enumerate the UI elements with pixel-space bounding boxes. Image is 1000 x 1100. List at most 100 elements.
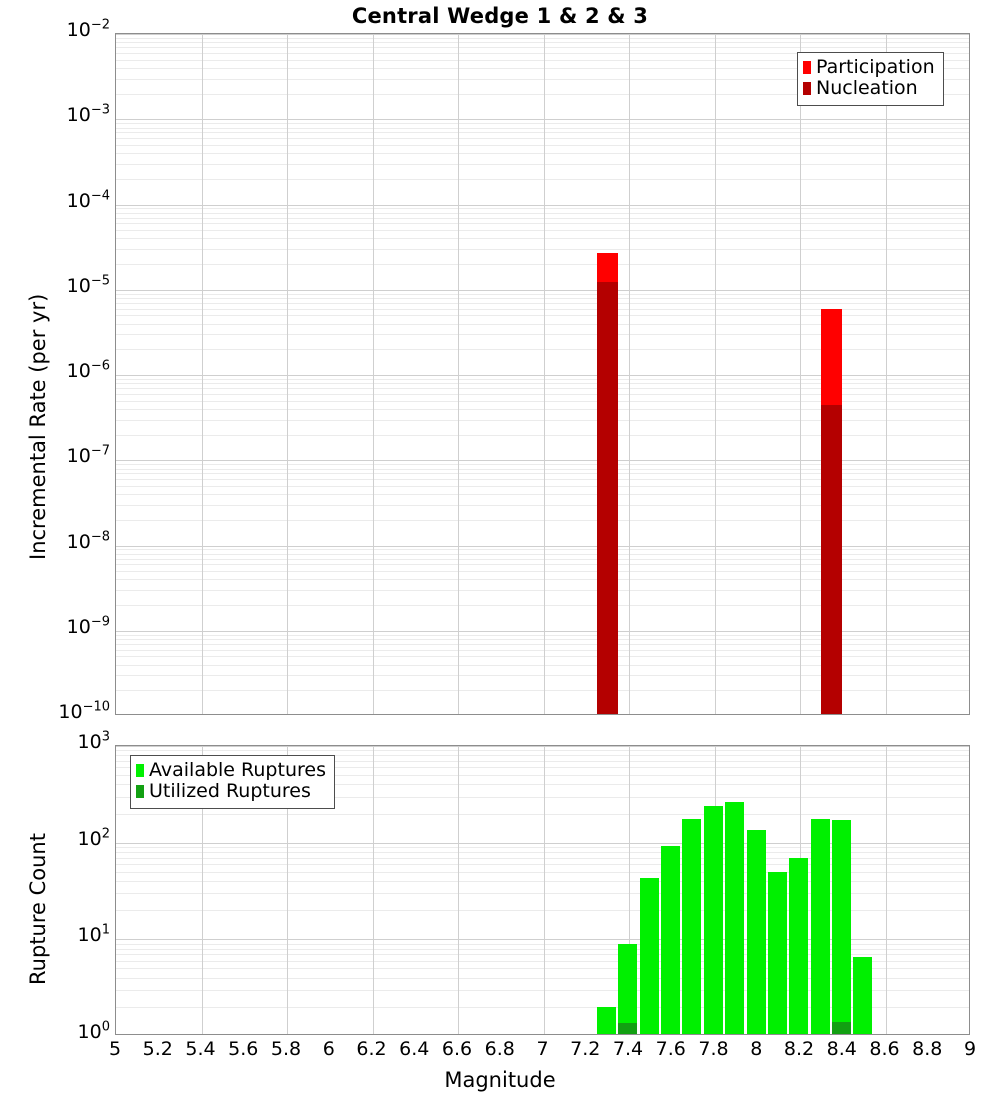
y-tick-label: 10−2	[67, 21, 110, 40]
legend-rupture-count: Available RupturesUtilized Ruptures	[130, 755, 335, 809]
rupture-count-bar	[832, 820, 851, 1034]
rupture-count-bar	[811, 819, 830, 1034]
x-tick-label: 6	[323, 1038, 335, 1060]
gridline-vertical	[458, 34, 459, 714]
y-tick-label: 101	[78, 926, 110, 945]
legend-label: Available Ruptures	[149, 760, 326, 781]
gridline-major	[116, 290, 969, 291]
gridline-minor	[116, 750, 969, 751]
legend-label: Nucleation	[816, 78, 918, 99]
nucleation-segment	[597, 282, 618, 714]
legend-incremental-rate-item: Nucleation	[803, 78, 935, 99]
gridline-minor	[116, 223, 969, 224]
x-tick-label: 8	[750, 1038, 762, 1060]
gridline-vertical	[373, 34, 374, 714]
rupture-count-bar	[789, 858, 808, 1034]
utilized-ruptures-segment	[832, 1022, 851, 1034]
gridline-minor	[116, 249, 969, 250]
gridline-minor	[116, 179, 969, 180]
gridline-minor	[116, 294, 969, 295]
gridline-vertical	[458, 746, 459, 1034]
rupture-count-bar	[682, 819, 701, 1034]
gridline-major	[116, 746, 969, 747]
x-tick-label: 8.4	[827, 1038, 857, 1060]
incremental-rate-plot-area	[116, 34, 969, 714]
x-tick-label: 8.2	[784, 1038, 814, 1060]
rupture-count-bar	[640, 878, 659, 1034]
gridline-vertical	[544, 746, 545, 1034]
y-axis-title-bottom: Rupture Count	[26, 833, 50, 985]
x-tick-label: 6.8	[485, 1038, 515, 1060]
legend-label: Utilized Ruptures	[149, 781, 311, 802]
gridline-major	[116, 205, 969, 206]
utilized-ruptures-segment	[618, 1023, 637, 1034]
legend-incremental-rate-item: Participation	[803, 57, 935, 78]
gridline-minor	[116, 123, 969, 124]
gridline-minor	[116, 164, 969, 165]
gridline-minor	[116, 42, 969, 43]
gridline-minor	[116, 145, 969, 146]
gridline-vertical	[886, 746, 887, 1034]
legend-swatch-icon	[136, 785, 144, 798]
gridline-minor	[116, 132, 969, 133]
y-axis-title-top: Incremental Rate (per yr)	[26, 294, 50, 560]
gridline-minor	[116, 213, 969, 214]
x-tick-label: 7.6	[656, 1038, 686, 1060]
y-tick-label: 10−5	[67, 277, 110, 296]
gridline-vertical	[715, 34, 716, 714]
x-tick-label: 5	[109, 1038, 121, 1060]
y-tick-label: 10−9	[67, 618, 110, 637]
gridline-minor	[116, 138, 969, 139]
legend-rupture-count-item: Available Ruptures	[136, 760, 326, 781]
x-tick-label: 7.8	[698, 1038, 728, 1060]
gridline-minor	[116, 153, 969, 154]
legend-rupture-count-item: Utilized Ruptures	[136, 781, 326, 802]
y-tick-label: 10−8	[67, 533, 110, 552]
y-tick-label: 10−7	[67, 447, 110, 466]
y-tick-label: 10−6	[67, 362, 110, 381]
x-axis-title: Magnitude	[0, 1068, 1000, 1092]
rupture-count-bar	[725, 802, 744, 1034]
gridline-vertical	[544, 34, 545, 714]
rupture-count-bar	[597, 1007, 616, 1034]
x-tick-label: 6.4	[399, 1038, 429, 1060]
legend-label: Participation	[816, 57, 935, 78]
x-tick-label: 5.8	[271, 1038, 301, 1060]
gridline-vertical	[800, 34, 801, 714]
gridline-vertical	[287, 34, 288, 714]
gridline-vertical	[629, 34, 630, 714]
legend-swatch-icon	[803, 61, 811, 74]
rupture-count-bar	[661, 846, 680, 1034]
rupture-count-bar	[768, 872, 787, 1034]
x-tick-label: 8.6	[869, 1038, 899, 1060]
x-tick-label: 9	[964, 1038, 976, 1060]
x-tick-label: 6.6	[442, 1038, 472, 1060]
rupture-count-bar	[618, 944, 637, 1034]
rate-bar	[821, 309, 842, 714]
x-tick-label: 7	[536, 1038, 548, 1060]
x-tick-label: 5.6	[228, 1038, 258, 1060]
page-title: Central Wedge 1 & 2 & 3	[0, 4, 1000, 28]
y-tick-label: 10−10	[58, 703, 110, 722]
gridline-major	[116, 119, 969, 120]
rupture-count-bar	[747, 830, 766, 1034]
x-tick-label: 6.2	[356, 1038, 386, 1060]
x-tick-label: 8.8	[912, 1038, 942, 1060]
rupture-count-bar	[853, 957, 872, 1034]
y-tick-label: 100	[78, 1023, 110, 1042]
gridline-vertical	[202, 34, 203, 714]
incremental-rate-plot-panel	[115, 33, 970, 715]
gridline-minor	[116, 303, 969, 304]
gridline-minor	[116, 208, 969, 209]
gridline-minor	[116, 128, 969, 129]
x-tick-label: 5.2	[143, 1038, 173, 1060]
gridline-minor	[116, 218, 969, 219]
nucleation-segment	[821, 405, 842, 714]
chart-page: Central Wedge 1 & 2 & 3 10−210−310−410−5…	[0, 0, 1000, 1100]
gridline-minor	[116, 814, 969, 815]
gridline-vertical	[886, 34, 887, 714]
y-tick-label: 102	[78, 830, 110, 849]
rupture-count-bar	[704, 806, 723, 1034]
gridline-minor	[116, 230, 969, 231]
rate-bar	[597, 253, 618, 714]
